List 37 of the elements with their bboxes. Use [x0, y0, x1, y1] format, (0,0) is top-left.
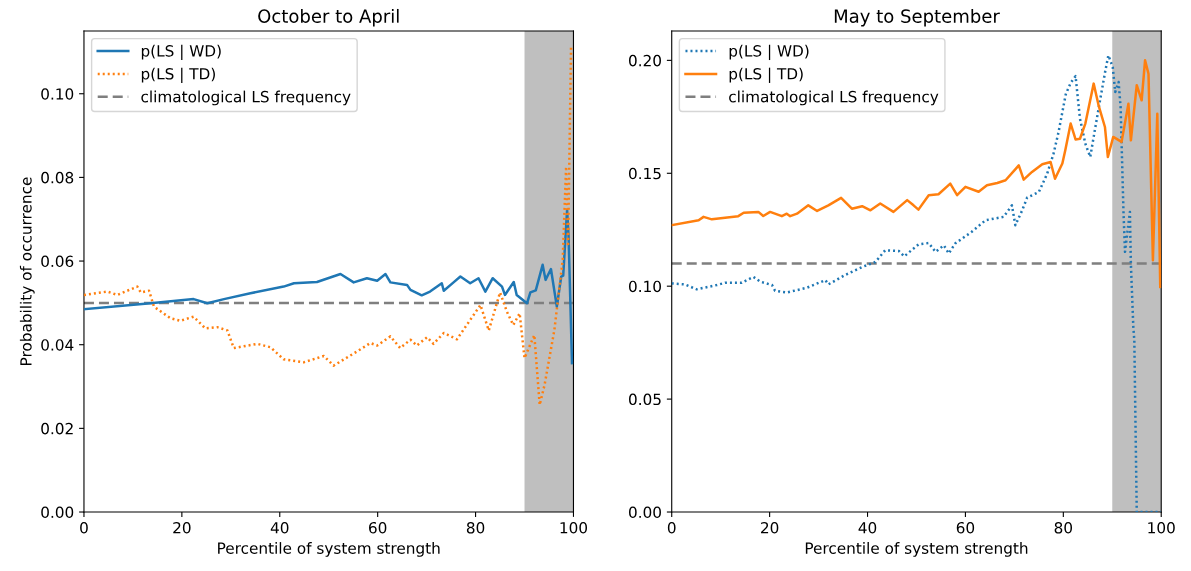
- y-tick-label: 0.08: [41, 171, 74, 184]
- y-axis-title: Probability of occurrence: [19, 177, 35, 365]
- x-tick-label: 20: [761, 522, 779, 534]
- y-tick-label: 0.00: [628, 506, 661, 519]
- x-tick-label: 40: [858, 522, 877, 534]
- x-axis-title: Percentile of system strength: [805, 542, 1028, 557]
- y-tick-label: 0.06: [41, 255, 74, 268]
- line-series: [83, 208, 574, 365]
- x-tick-label: 100: [560, 522, 588, 534]
- x-tick-label: 80: [466, 522, 485, 534]
- y-tick-label: 0.15: [628, 167, 661, 180]
- legend-label: p(LS | WD): [729, 44, 809, 61]
- y-tick-label: 0.05: [628, 393, 661, 406]
- y-tick-label: 0.10: [41, 88, 74, 100]
- line-series: [671, 59, 1162, 289]
- chart-title: May to September: [834, 8, 1000, 27]
- x-tick-label: 20: [173, 522, 191, 534]
- y-tick-label: 0.20: [628, 54, 661, 67]
- x-tick-label: 60: [369, 522, 387, 534]
- y-tick-label: 0.02: [41, 422, 73, 435]
- legend-label: p(LS | TD): [141, 67, 215, 83]
- x-tick-label: 0: [80, 522, 88, 534]
- y-tick-label: 0.00: [41, 506, 74, 519]
- y-tick-label: 0.10: [628, 280, 661, 293]
- x-tick-label: 100: [1148, 522, 1175, 534]
- x-tick-label: 60: [956, 522, 975, 534]
- chart-title: October to April: [258, 8, 399, 27]
- x-tick-label: 80: [1054, 522, 1073, 534]
- legend-label: climatological LS frequency: [141, 90, 351, 106]
- y-tick-label: 0.04: [41, 339, 74, 351]
- x-axis-title: Percentile of system strength: [218, 542, 440, 557]
- legend-label: p(LS | WD): [141, 44, 221, 61]
- x-tick-label: 40: [270, 522, 289, 534]
- line-series: [83, 46, 573, 407]
- legend-label: p(LS | TD): [729, 67, 803, 83]
- x-tick-label: 0: [667, 522, 676, 534]
- legend-label: climatological LS frequency: [729, 90, 939, 106]
